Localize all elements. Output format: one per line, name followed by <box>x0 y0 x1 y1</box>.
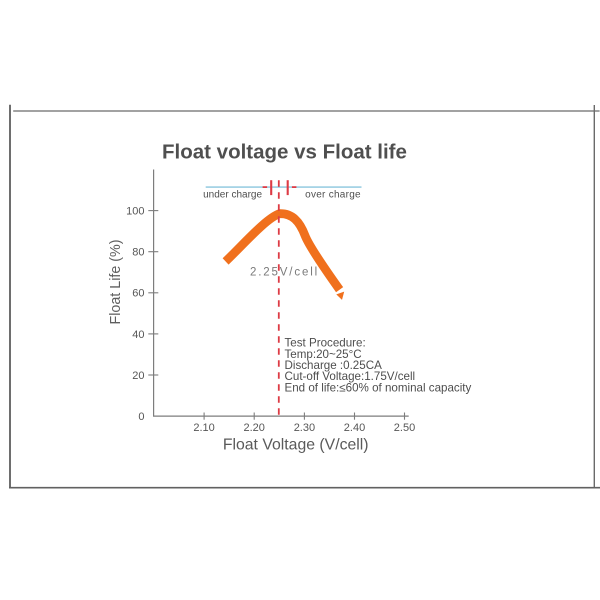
svg-text:over charge: over charge <box>305 190 361 201</box>
svg-text:under charge: under charge <box>203 190 262 201</box>
svg-text:20: 20 <box>132 370 144 382</box>
svg-text:2.20: 2.20 <box>243 422 264 434</box>
svg-text:Temp:20~25°C: Temp:20~25°C <box>285 348 362 361</box>
svg-text:Float Voltage (V/cell): Float Voltage (V/cell) <box>223 436 369 453</box>
svg-text:2.30: 2.30 <box>294 422 315 434</box>
svg-text:2.25V/cell: 2.25V/cell <box>250 266 319 278</box>
svg-text:Float Life (%): Float Life (%) <box>108 239 124 324</box>
svg-text:2.50: 2.50 <box>394 422 415 434</box>
svg-text:40: 40 <box>132 329 144 341</box>
svg-text:100: 100 <box>126 206 144 218</box>
svg-text:2.10: 2.10 <box>193 422 214 434</box>
svg-text:Test Procedure:: Test Procedure: <box>285 336 366 349</box>
svg-text:Float voltage vs Float life: Float voltage vs Float life <box>162 141 407 164</box>
svg-text:80: 80 <box>132 247 144 259</box>
svg-text:End of life:≤60% of nominal ca: End of life:≤60% of nominal capacity <box>285 382 472 395</box>
svg-text:Cut-off Voltage:1.75V/cell: Cut-off Voltage:1.75V/cell <box>285 370 416 383</box>
svg-text:0: 0 <box>138 411 144 423</box>
svg-text:2.40: 2.40 <box>344 422 365 434</box>
svg-text:Discharge :0.25CA: Discharge :0.25CA <box>285 359 383 372</box>
svg-text:60: 60 <box>132 288 144 300</box>
